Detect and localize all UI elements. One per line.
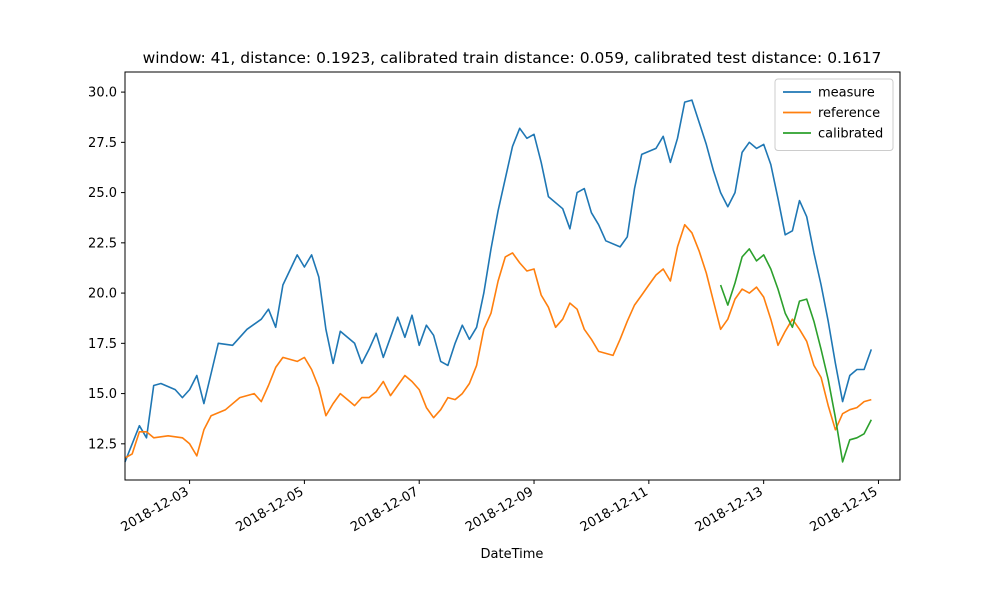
y-tick-label: 15.0 xyxy=(88,387,117,402)
x-tick-label: 2018-12-11 xyxy=(578,484,651,535)
chart-title: window: 41, distance: 0.1923, calibrated… xyxy=(143,49,882,67)
y-axis: 12.5 15.0 17.5 20.0 22.5 25.0 27.5 30.0 xyxy=(88,86,125,452)
plot-frame xyxy=(124,71,901,481)
legend-label-calibrated: calibrated xyxy=(818,127,883,142)
series-line-measure xyxy=(124,99,873,463)
y-tick-label: 22.5 xyxy=(88,236,117,251)
x-tick-label: 2018-12-13 xyxy=(693,484,766,535)
y-tick-label: 20.0 xyxy=(88,287,117,302)
x-tick-label: 2018-12-05 xyxy=(233,484,306,535)
legend-label-reference: reference xyxy=(818,106,880,121)
y-tick-label: 25.0 xyxy=(88,186,117,201)
x-axis: 2018-12-03 2018-12-05 2018-12-07 2018-12-09… xyxy=(119,480,881,535)
series-line-reference xyxy=(124,223,872,459)
y-tick-label: 17.5 xyxy=(88,337,117,352)
y-tick-label: 12.5 xyxy=(88,437,117,452)
legend: measure reference calibrated xyxy=(774,78,894,151)
y-tick-label: 30.0 xyxy=(88,86,117,101)
series-line-calibrated xyxy=(719,248,873,463)
x-tick-label: 2018-12-09 xyxy=(463,484,536,535)
legend-label-measure: measure xyxy=(818,86,875,101)
x-tick-label: 2018-12-03 xyxy=(119,484,192,535)
y-tick-label: 27.5 xyxy=(88,136,117,151)
x-tick-label: 2018-12-07 xyxy=(348,484,421,535)
series-layer xyxy=(124,99,873,463)
x-axis-label: DateTime xyxy=(481,547,544,562)
x-tick-label: 2018-12-15 xyxy=(808,484,881,535)
